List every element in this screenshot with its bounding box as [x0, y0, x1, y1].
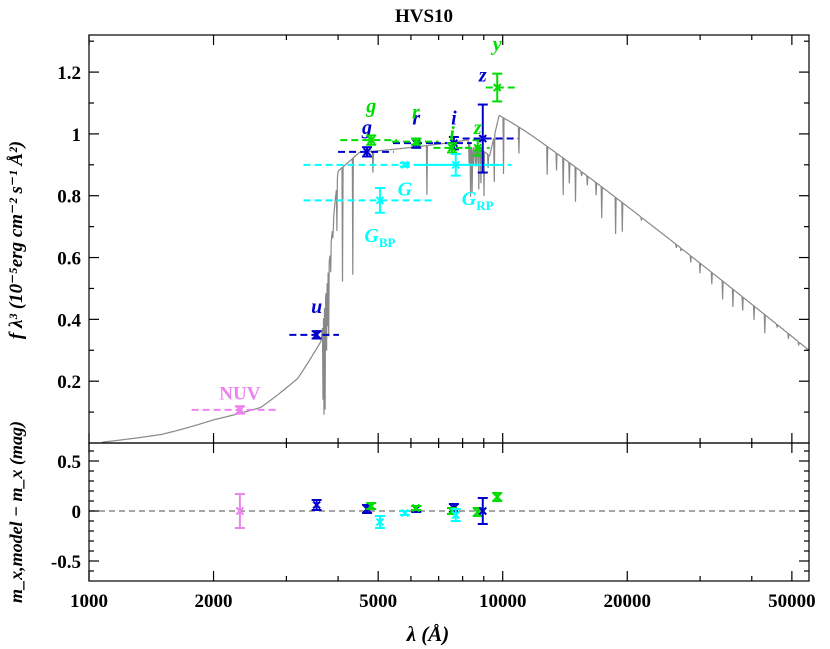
phot-sdss-u: u	[289, 296, 339, 340]
x-tick-label: 10000	[479, 591, 527, 612]
phot-gaia-grp: GRP	[419, 153, 512, 213]
phot-sdss-r-label: r	[412, 108, 420, 130]
phot-gaia-g: G	[303, 160, 501, 201]
x-tick-labels: 1000 2000 5000 10000 20000 50000	[70, 591, 816, 612]
x-tick-label: 1000	[70, 591, 108, 612]
phot-galex-nuv-label: NUV	[219, 384, 260, 405]
x-tick-label: 20000	[603, 591, 651, 612]
phot-galex-nuv: NUV	[191, 384, 276, 415]
phot-gaia-g-marker	[400, 160, 410, 170]
x-tick-label: 5000	[359, 591, 397, 612]
phot-sdss-z-residual-marker	[478, 506, 487, 516]
phot-sdss-z: z	[462, 64, 519, 174]
bottom-panel-ticks: -0.5 0 0.5	[51, 443, 809, 581]
phot-gaia-gbp: GBP	[303, 187, 434, 250]
top-panel-frame	[88, 34, 810, 444]
phot-panstarrs-g-marker	[367, 135, 376, 145]
phot-panstarrs-z-label: z	[473, 117, 482, 139]
phot-galex-nuv-residual	[234, 493, 245, 529]
y-tick-label-top: 1	[72, 125, 82, 146]
phot-panstarrs-i-label: i	[449, 123, 455, 145]
phot-gaia-grp-residual	[450, 508, 461, 522]
x-tick-label: 2000	[195, 591, 233, 612]
phot-panstarrs-y-label: y	[491, 33, 502, 55]
y-tick-label-bottom: 0	[72, 502, 82, 523]
phot-gaia-gbp-residual-marker	[375, 517, 385, 527]
y-axis-label-bottom: m_x,model − m_x (mag)	[6, 421, 27, 603]
phot-panstarrs-g-residual-marker	[367, 501, 376, 511]
phot-panstarrs-y-residual-marker	[493, 492, 502, 502]
phot-panstarrs-z-marker	[473, 143, 482, 153]
y-axis-label-top: f λ³ (10⁻⁵erg cm⁻² s⁻¹ Å²)	[6, 141, 27, 339]
phot-panstarrs-i-marker	[447, 143, 457, 153]
phot-panstarrs-g-label: g	[365, 95, 376, 117]
phot-sdss-g-label: g	[361, 117, 372, 139]
phot-panstarrs-z-residual	[472, 507, 483, 517]
phot-panstarrs-r-marker	[411, 137, 421, 146]
phot-panstarrs-r-label: r	[412, 101, 420, 123]
phot-panstarrs-y: y	[485, 33, 515, 103]
phot-sdss-z-label: z	[478, 64, 487, 86]
phot-gaia-g-residual-marker	[400, 508, 410, 518]
phot-sdss-i-label: i	[451, 108, 457, 130]
y-tick-label-top: 0.8	[57, 187, 81, 208]
phot-panstarrs-r-residual-marker	[411, 503, 421, 513]
phot-galex-nuv-residual-marker	[235, 506, 245, 516]
phot-gaia-grp-label: GRP	[462, 188, 494, 213]
residual-points	[234, 492, 503, 529]
phot-panstarrs-r-residual	[410, 503, 421, 513]
y-tick-label-top: 0.2	[57, 372, 81, 393]
phot-panstarrs-y-residual	[492, 492, 503, 502]
y-tick-label-bottom: 0.5	[57, 452, 81, 473]
phot-sdss-g: g	[338, 117, 394, 158]
phot-gaia-gbp-residual	[374, 515, 385, 529]
phot-gaia-grp-residual-marker	[451, 510, 460, 520]
y-tick-label-top: 0.4	[57, 310, 81, 331]
bottom-panel-frame	[88, 442, 810, 582]
phot-sdss-u-residual	[311, 499, 322, 511]
phot-sdss-u-label: u	[311, 296, 322, 318]
phot-panstarrs-r: r	[391, 101, 439, 146]
phot-sdss-z-residual	[477, 497, 488, 525]
phot-sdss-g-marker	[362, 147, 372, 157]
phot-panstarrs-g: g	[340, 95, 397, 146]
phot-panstarrs-i: i	[433, 123, 470, 154]
phot-sdss-u-marker	[312, 330, 321, 340]
phot-sdss-u-residual-marker	[312, 500, 321, 510]
x-axis-label: λ (Å)	[406, 622, 450, 646]
phot-gaia-gbp-label: GBP	[364, 225, 395, 250]
phot-gaia-gbp-marker	[375, 196, 385, 205]
phot-panstarrs-y-marker	[493, 83, 502, 92]
top-panel-ticks: 0.2 0.4 0.6 0.8 1 1.2	[57, 35, 809, 443]
phot-gaia-grp-marker	[451, 160, 460, 170]
phot-sdss-z-marker	[478, 134, 487, 143]
phot-galex-nuv-marker	[235, 405, 245, 415]
y-tick-label-top: 0.6	[57, 249, 81, 270]
x-tick-label: 50000	[768, 591, 816, 612]
y-tick-label-bottom: -0.5	[51, 552, 81, 573]
chart-title: HVS10	[395, 6, 453, 27]
phot-gaia-g-label: G	[398, 179, 413, 201]
bottom-panel: -0.5 0 0.5	[51, 442, 810, 582]
phot-gaia-g-residual	[399, 508, 410, 518]
phot-panstarrs-g-residual	[366, 501, 377, 511]
y-tick-label-top: 1.2	[57, 63, 81, 84]
